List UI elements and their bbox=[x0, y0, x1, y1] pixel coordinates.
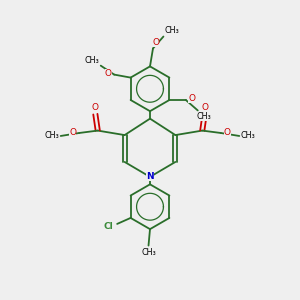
Text: O: O bbox=[92, 103, 99, 112]
Text: O: O bbox=[152, 38, 160, 47]
Text: CH₃: CH₃ bbox=[141, 248, 156, 256]
Text: O: O bbox=[105, 69, 112, 78]
Text: CH₃: CH₃ bbox=[197, 112, 212, 121]
Text: O: O bbox=[69, 128, 76, 137]
Text: O: O bbox=[201, 103, 208, 112]
Text: CH₃: CH₃ bbox=[44, 131, 59, 140]
Text: O: O bbox=[188, 94, 195, 103]
Text: Cl: Cl bbox=[104, 222, 114, 231]
Text: CH₃: CH₃ bbox=[164, 26, 179, 35]
Text: O: O bbox=[224, 128, 231, 137]
Text: N: N bbox=[146, 172, 154, 182]
Text: CH₃: CH₃ bbox=[84, 56, 99, 65]
Text: CH₃: CH₃ bbox=[241, 131, 256, 140]
